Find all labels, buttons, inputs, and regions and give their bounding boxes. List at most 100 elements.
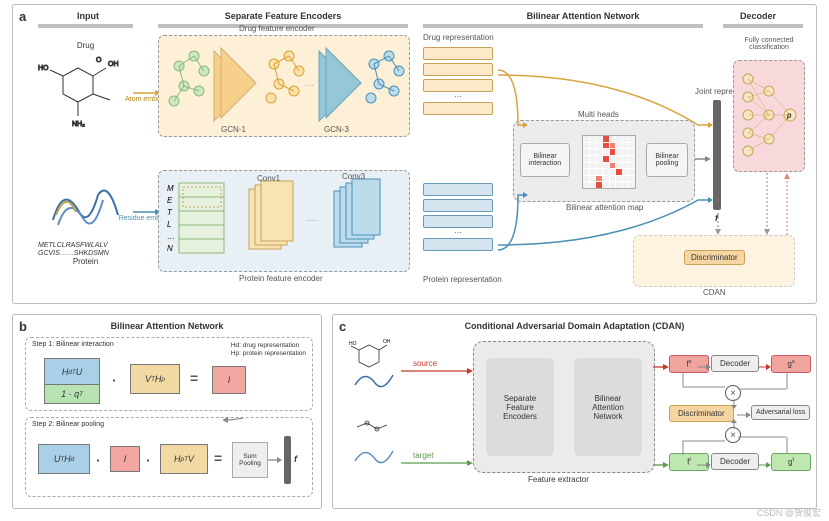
feature-extractor-label: Feature extractor <box>528 475 589 484</box>
gcn1-label: GCN-1 <box>221 125 246 134</box>
protein-encoder: Protein feature encoder M E T L … N <box>158 170 410 272</box>
gs-pill: gs <box>771 355 811 373</box>
step2-box: Step 2: Bilinear pooling UTHd · I · HpTV… <box>25 417 313 497</box>
nn-icon: p <box>734 61 804 171</box>
line <box>738 375 788 393</box>
gcn3-label: GCN-3 <box>324 125 349 134</box>
legend-hp: Hp: protein representation <box>231 350 306 358</box>
dashed-arrow <box>714 213 722 235</box>
mat-vhp: VTHp <box>130 364 180 394</box>
panel-b: b Bilinear Attention Network Step 1: Bil… <box>12 314 322 509</box>
arrow-icon <box>759 363 771 371</box>
arrow-icon <box>730 399 738 409</box>
source-mol-icon: HO OH <box>347 337 402 397</box>
legend: Hd: drug representation Hp: protein repr… <box>231 342 306 358</box>
svg-text:Conv1: Conv1 <box>257 174 281 183</box>
legend-hd: Hd: drug representation <box>231 342 306 350</box>
svg-text:NH₂: NH₂ <box>72 121 85 128</box>
panel-c-title: Conditional Adversarial Domain Adaptatio… <box>333 321 816 331</box>
f-symbol: f <box>294 454 297 464</box>
protein-structure: METLCLRASFWLALV GCVIS……SHKDSMN Protein R… <box>38 170 133 280</box>
molecule-icon: OH O HO NH₂ <box>38 50 133 130</box>
step1-label: Step 1: Bilinear interaction <box>32 341 114 348</box>
svg-text:…: … <box>307 213 317 224</box>
svg-text:OH: OH <box>383 339 391 345</box>
sum-pooling: Sum Pooling <box>232 442 268 478</box>
mat-i2: I <box>110 446 140 472</box>
protein-seq: METLCLRASFWLALV GCVIS……SHKDSMN <box>38 242 133 257</box>
fcc-label: Fully connected classification <box>733 37 805 51</box>
dashed-arrow <box>763 173 771 235</box>
op-eq: = <box>190 370 198 386</box>
dashed-arrow <box>783 173 791 235</box>
drug-rep-label: Drug representation <box>423 33 494 42</box>
arrow-icon <box>653 461 669 469</box>
svg-text:O: O <box>96 57 102 64</box>
header-input: Input <box>48 11 128 21</box>
op-dot: · <box>112 372 117 388</box>
op-dot3: · <box>146 452 151 468</box>
prot-enc-title: Protein feature encoder <box>239 274 323 283</box>
bil-pooling: Bilinear pooling <box>646 143 688 177</box>
drug-molecule: Drug OH O HO NH₂ Atom embedding <box>38 41 133 141</box>
discriminator-pill: Discriminator <box>684 250 745 265</box>
line <box>681 437 727 457</box>
op-eq2: = <box>214 450 222 466</box>
arrow-icon <box>401 459 473 467</box>
mat-hdu: HdTU <box>44 358 100 386</box>
watermark: CSDN @贺俊宏 <box>757 506 821 519</box>
svg-text:p: p <box>786 111 792 120</box>
svg-text:N: N <box>167 244 173 253</box>
gt-pill: gt <box>771 453 811 471</box>
sfe-block: Separate Feature Encoders <box>486 358 554 456</box>
figure-root: a Input Separate Feature Encoders Biline… <box>0 0 829 521</box>
bil-interaction: Bilinear interaction <box>520 143 570 177</box>
svg-text:HO: HO <box>349 341 357 347</box>
joint-f-vector <box>713 100 721 210</box>
mat-uthd: UTHd <box>38 444 90 474</box>
prot-rep-label: Protein representation <box>423 275 502 284</box>
protein-label: Protein <box>38 257 133 266</box>
mat-i: I <box>212 366 246 394</box>
arrow-icon <box>133 208 161 216</box>
drug-encoder: Drug feature encoder <box>158 35 410 137</box>
panel-b-title: Bilinear Attention Network <box>13 321 321 331</box>
discriminator-pill: Discriminator <box>669 405 734 422</box>
svg-text:M: M <box>167 184 174 193</box>
panel-c: c Conditional Adversarial Domain Adaptat… <box>332 314 817 509</box>
feature-extractor: Separate Feature Encoders Bilinear Atten… <box>473 341 655 473</box>
conv-icon: M E T L … N <box>159 171 409 271</box>
arrow-icon <box>223 395 243 425</box>
line <box>738 433 788 445</box>
arrow-icon <box>653 363 669 371</box>
bar-dec <box>723 24 803 28</box>
arrow-icon <box>730 419 738 429</box>
svg-text:E: E <box>167 196 173 205</box>
step1-box: Step 1: Bilinear interaction Hd: drug re… <box>25 337 313 411</box>
drug-enc-title: Drug feature encoder <box>239 24 315 33</box>
header-sfe: Separate Feature Encoders <box>193 11 373 21</box>
adv-loss: Adversarial loss <box>751 405 810 420</box>
attention-map <box>582 135 636 189</box>
decoder-nn: p <box>733 60 805 172</box>
line <box>681 373 727 393</box>
drug-rep-stack: ⋯ <box>423 47 493 118</box>
target-mol-icon <box>347 415 402 475</box>
arrow-icon <box>498 65 713 135</box>
decoder-s: Decoder <box>711 355 759 372</box>
arrow-icon <box>268 456 282 464</box>
gcn-icon: … GCN-1 GCN-3 <box>159 36 409 136</box>
mat-1q: 1 · qT <box>44 384 100 404</box>
svg-text:OH: OH <box>108 61 119 68</box>
arrow-icon <box>759 461 771 469</box>
arrow-icon <box>401 367 473 375</box>
bar-ban <box>423 24 703 28</box>
cdan-box: Discriminator <box>633 235 795 287</box>
svg-text:…: … <box>304 78 314 89</box>
arrow-icon <box>133 89 161 97</box>
ban-block: Bilinear Attention Network <box>574 358 642 456</box>
header-dec: Decoder <box>723 11 793 21</box>
op-dot2: · <box>96 452 101 468</box>
svg-text:L: L <box>167 220 171 229</box>
svg-text:…: … <box>167 232 175 241</box>
